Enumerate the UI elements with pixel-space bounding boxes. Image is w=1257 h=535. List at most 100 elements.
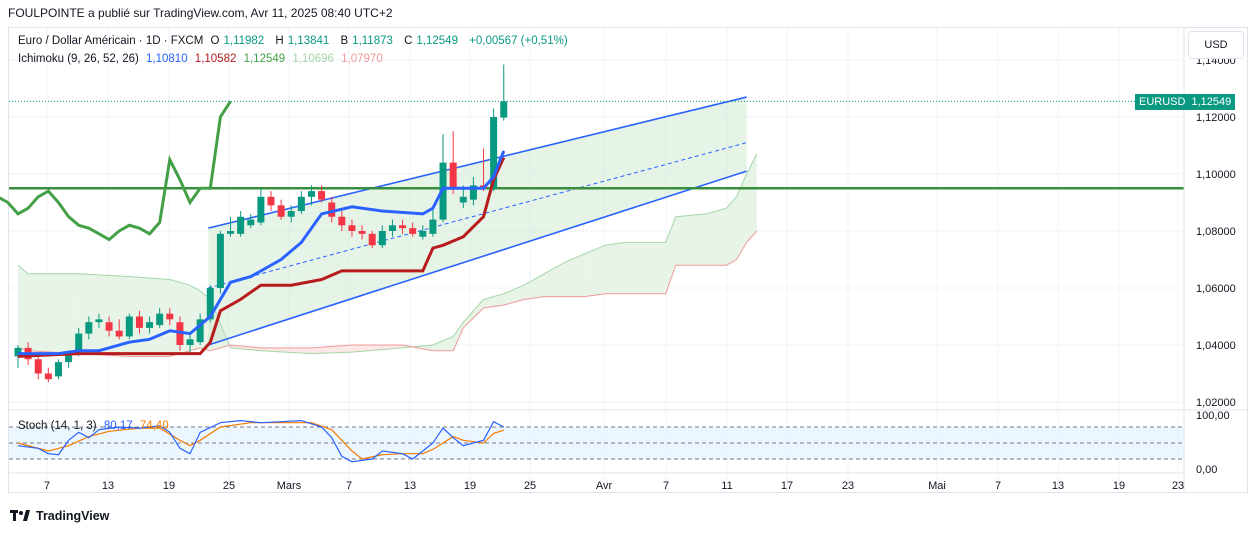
time-axis-label: 13 bbox=[404, 480, 416, 492]
price-axis-label: 1,08000 bbox=[1196, 226, 1236, 238]
kumo-cloud-segment bbox=[665, 216, 676, 294]
kumo-cloud-segment bbox=[746, 154, 757, 243]
candle-body bbox=[419, 231, 427, 237]
close-number: 1,12549 bbox=[416, 35, 458, 47]
kumo-cloud-segment bbox=[706, 208, 727, 266]
time-axis-label: 13 bbox=[1052, 480, 1064, 492]
candle-body bbox=[429, 219, 437, 234]
price-axis-label: 1,10000 bbox=[1196, 169, 1236, 181]
symbol-title[interactable]: Euro / Dollar Américain · 1D · FXCM bbox=[18, 35, 204, 47]
price-axis-label: 1,02000 bbox=[1196, 397, 1236, 409]
time-axis-label: 7 bbox=[663, 480, 669, 492]
candle-body bbox=[216, 233, 224, 288]
ichimoku-label[interactable]: Ichimoku (9, 26, 52, 26) bbox=[18, 53, 139, 65]
kumo-cloud-segment bbox=[736, 174, 747, 260]
time-axis-label: 19 bbox=[163, 480, 175, 492]
senkou-span-a-line bbox=[17, 153, 758, 355]
candle-body bbox=[338, 216, 346, 226]
time-axis-label: 19 bbox=[1113, 480, 1125, 492]
close-value: C 1,12549 bbox=[404, 35, 462, 47]
stoch-band-fill bbox=[9, 427, 1184, 459]
time-axis-label: 19 bbox=[464, 480, 476, 492]
kumo-cloud-segment bbox=[584, 245, 605, 297]
kumo-cloud-segment bbox=[625, 242, 666, 294]
candle-body bbox=[186, 339, 194, 345]
price-tag-symbol: EURUSD bbox=[1139, 96, 1186, 108]
candle-body bbox=[358, 231, 366, 234]
candle-body bbox=[95, 319, 103, 323]
candle-body bbox=[409, 228, 417, 234]
footer-brand-label: TradingView bbox=[36, 509, 110, 523]
kumo-cloud-segment bbox=[28, 273, 79, 354]
kumo-cloud-segment bbox=[351, 345, 403, 353]
candle-body bbox=[237, 216, 245, 234]
change-value: +0,00567 (+0,51%) bbox=[469, 35, 568, 47]
close-label: C bbox=[404, 35, 413, 47]
time-axis-label: 13 bbox=[102, 480, 114, 492]
price-axis-label: 1,04000 bbox=[1196, 340, 1236, 352]
candle-body bbox=[490, 117, 498, 189]
candle-body bbox=[388, 225, 396, 231]
candle-body bbox=[227, 231, 235, 234]
time-axis-label: Mars bbox=[277, 480, 302, 492]
stoch-axis-label: 100,00 bbox=[1196, 410, 1230, 422]
chikou-span-line bbox=[0, 100, 232, 242]
time-axis-label: 7 bbox=[346, 480, 352, 492]
ichimoku-chikou-value: 1,12549 bbox=[243, 53, 286, 65]
time-axis-label: 25 bbox=[524, 480, 536, 492]
stoch-label[interactable]: Stoch (14, 1, 3) bbox=[18, 420, 97, 432]
low-value: B 1,11873 bbox=[341, 35, 397, 47]
footer-brand[interactable]: TradingView bbox=[10, 509, 109, 523]
candle-body bbox=[277, 205, 285, 217]
candle-body bbox=[105, 322, 113, 331]
candle-body bbox=[115, 330, 123, 337]
stoch-d-line bbox=[17, 422, 504, 460]
publisher-line: FOULPOINTE a publié sur TradingView.com,… bbox=[8, 6, 393, 20]
candle-body bbox=[54, 362, 62, 377]
kumo-cloud-segment bbox=[432, 336, 454, 351]
candle-body bbox=[459, 196, 467, 203]
open-number: 1,11982 bbox=[223, 35, 265, 47]
open-label: O bbox=[210, 35, 220, 47]
kumo-cloud-segment bbox=[524, 273, 545, 300]
time-axis-label: 11 bbox=[721, 480, 732, 492]
kumo-cloud-segment bbox=[544, 262, 565, 297]
candle-body bbox=[146, 322, 154, 328]
candle-body bbox=[85, 322, 93, 334]
candle-body bbox=[75, 333, 83, 354]
tenkan-sen-line bbox=[18, 150, 506, 356]
low-number: 1,11873 bbox=[352, 35, 393, 47]
time-axis-label: 17 bbox=[781, 480, 793, 492]
high-value: H 1,13841 bbox=[275, 35, 333, 47]
channel-mid-line bbox=[208, 142, 747, 289]
stoch-k-value: 80,17 bbox=[103, 420, 133, 432]
kumo-cloud-segment bbox=[726, 196, 737, 266]
candle-body bbox=[34, 359, 42, 374]
kumo-cloud-segment bbox=[453, 322, 464, 351]
candle-body bbox=[469, 185, 477, 200]
candle-body bbox=[328, 202, 336, 217]
candle-body bbox=[166, 313, 174, 320]
chart-frame[interactable] bbox=[8, 27, 1248, 493]
currency-unit-button[interactable]: USD bbox=[1188, 31, 1244, 59]
stoch-k-line bbox=[17, 419, 505, 463]
ichimoku-legend: Ichimoku (9, 26, 52, 26) 1,10810 1,10582… bbox=[18, 53, 387, 65]
open-value: O 1,11982 bbox=[211, 35, 269, 47]
kumo-cloud-segment bbox=[564, 253, 585, 297]
ichimoku-kijun-value: 1,10582 bbox=[194, 53, 237, 65]
kumo-cloud-segment bbox=[604, 242, 626, 294]
candle-body bbox=[368, 233, 376, 246]
kumo-cloud-segment bbox=[260, 347, 312, 354]
candle-body bbox=[135, 316, 143, 328]
candle-body bbox=[65, 353, 73, 363]
kumo-cloud-segment bbox=[675, 213, 707, 266]
time-axis-label: Mai bbox=[928, 480, 946, 492]
symbol-legend: Euro / Dollar Américain · 1D · FXCM O 1,1… bbox=[18, 35, 572, 47]
time-axis-label: 7 bbox=[995, 480, 1001, 492]
high-label: H bbox=[275, 35, 284, 47]
candle-body bbox=[399, 225, 407, 229]
stoch-d-value: 74,40 bbox=[139, 420, 169, 432]
candle-body bbox=[318, 191, 326, 200]
kumo-cloud-segment bbox=[230, 345, 261, 351]
